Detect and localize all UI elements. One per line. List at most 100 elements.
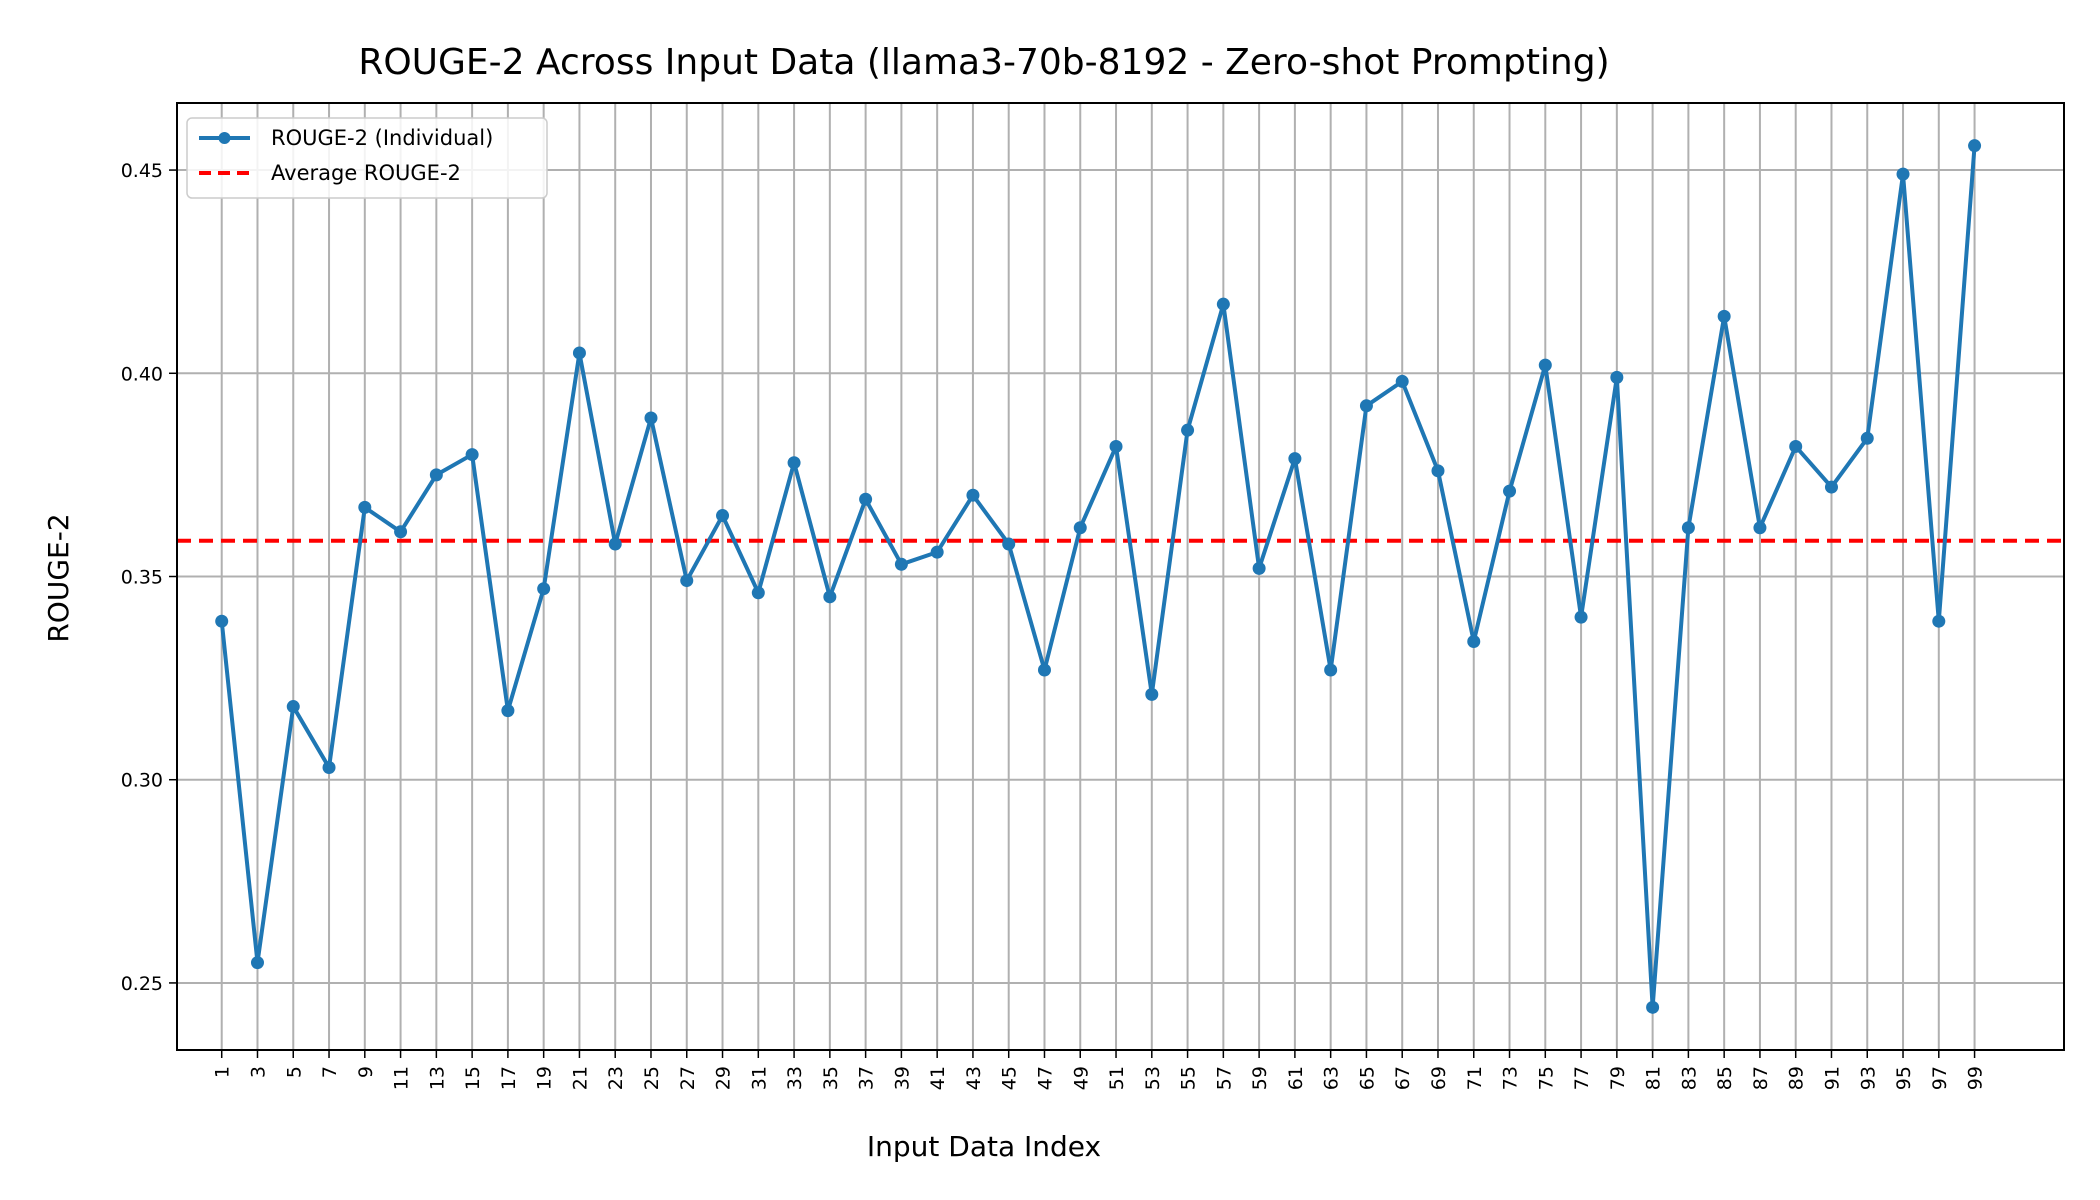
data-point xyxy=(1109,439,1123,453)
x-tick-label: 53 xyxy=(1142,1066,1164,1090)
data-point xyxy=(1574,610,1588,624)
x-tick-label: 3 xyxy=(247,1066,269,1078)
data-point xyxy=(1467,635,1481,649)
data-point xyxy=(1896,167,1910,181)
legend-marker-individual xyxy=(218,132,231,144)
x-tick-label: 49 xyxy=(1070,1066,1092,1090)
x-tick-label: 11 xyxy=(391,1066,413,1090)
data-point xyxy=(716,509,730,523)
data-point xyxy=(1968,139,1982,153)
x-tick-label: 51 xyxy=(1106,1066,1128,1090)
y-tick-label: 0.30 xyxy=(121,770,163,792)
data-point xyxy=(501,704,515,718)
x-tick-label: 27 xyxy=(677,1066,699,1090)
data-point xyxy=(1359,399,1373,413)
chart-title: ROUGE-2 Across Input Data (llama3-70b-81… xyxy=(358,42,1609,83)
data-point xyxy=(358,500,372,514)
axes-layer: 1 3 5 7 9 11 13 15 17 19 21 23 25 27 29 31 33 35 37 39 41 43 4… xyxy=(121,102,2065,1090)
x-tick-label: 13 xyxy=(426,1066,448,1090)
x-tick-label: 85 xyxy=(1714,1066,1736,1090)
data-point xyxy=(1681,521,1695,535)
data-point xyxy=(1145,687,1159,701)
x-tick-label: 61 xyxy=(1285,1066,1307,1090)
x-tick-label: 67 xyxy=(1392,1066,1414,1090)
y-axis-label: ROUGE-2 xyxy=(42,513,75,642)
data-point xyxy=(250,956,264,970)
data-point xyxy=(1395,374,1409,388)
x-tick-label: 19 xyxy=(534,1066,556,1090)
x-tick-label: 83 xyxy=(1678,1066,1700,1090)
data-point xyxy=(1932,614,1946,628)
x-tick-label: 43 xyxy=(963,1066,985,1090)
x-tick-label: 39 xyxy=(891,1066,913,1090)
data-point xyxy=(429,468,443,482)
x-tick-label: 37 xyxy=(856,1066,878,1090)
x-tick-label: 77 xyxy=(1571,1066,1593,1090)
x-tick-label: 9 xyxy=(355,1066,377,1078)
x-tick-label: 81 xyxy=(1643,1066,1665,1090)
x-tick-label: 15 xyxy=(462,1066,484,1090)
x-tick-label: 69 xyxy=(1428,1066,1450,1090)
x-tick-label: 35 xyxy=(820,1066,842,1090)
x-tick-label: 55 xyxy=(1178,1066,1200,1090)
x-tick-label: 99 xyxy=(1965,1066,1987,1090)
data-point xyxy=(1252,561,1266,575)
data-point xyxy=(572,346,586,360)
data-point xyxy=(1181,423,1195,437)
x-tick-label: 79 xyxy=(1607,1066,1629,1090)
data-point xyxy=(930,545,944,559)
plot-frame xyxy=(176,102,2065,1051)
data-point xyxy=(465,448,479,462)
data-point xyxy=(1431,464,1445,478)
data-point xyxy=(394,525,408,539)
data-point xyxy=(1216,297,1230,311)
data-point xyxy=(1646,1000,1660,1014)
data-point xyxy=(1610,370,1624,384)
x-tick-label: 7 xyxy=(319,1066,341,1078)
data-point xyxy=(1753,521,1767,535)
series-line-individual xyxy=(219,145,1977,1010)
x-tick-label: 65 xyxy=(1356,1066,1378,1090)
x-tick-label: 91 xyxy=(1821,1066,1843,1090)
data-point xyxy=(823,590,837,604)
x-tick-label: 87 xyxy=(1750,1066,1772,1090)
y-tick-label: 0.35 xyxy=(121,567,163,589)
y-tick-label: 0.25 xyxy=(121,973,163,995)
data-point xyxy=(215,614,229,628)
data-point xyxy=(1503,484,1517,498)
x-tick-label: 41 xyxy=(927,1066,949,1090)
data-point xyxy=(1717,309,1731,323)
grid-layer xyxy=(177,103,2064,1050)
x-tick-label: 97 xyxy=(1929,1066,1951,1090)
data-point xyxy=(787,456,801,470)
series-layer xyxy=(215,139,1982,1014)
data-point xyxy=(644,411,658,425)
x-tick-label: 73 xyxy=(1500,1066,1522,1090)
x-tick-label: 5 xyxy=(283,1066,305,1078)
x-axis-label: Input Data Index xyxy=(867,1130,1101,1163)
legend-box xyxy=(186,117,548,199)
x-tick-label: 95 xyxy=(1893,1066,1915,1090)
legend: ROUGE-2 (Individual) Average ROUGE-2 xyxy=(186,117,548,199)
x-tick-label: 31 xyxy=(748,1066,770,1090)
x-tick-label: 33 xyxy=(784,1066,806,1090)
data-point xyxy=(1073,521,1087,535)
x-tick-label: 63 xyxy=(1321,1066,1343,1090)
x-tick-label: 75 xyxy=(1535,1066,1557,1090)
x-tick-label: 17 xyxy=(498,1066,520,1090)
x-tick-label: 57 xyxy=(1213,1066,1235,1090)
data-point xyxy=(322,761,336,775)
data-point xyxy=(1002,537,1016,551)
data-point xyxy=(1538,358,1552,372)
data-point xyxy=(1860,431,1874,445)
x-tick-label: 71 xyxy=(1464,1066,1486,1090)
data-point xyxy=(1037,663,1051,677)
x-tick-label: 59 xyxy=(1249,1066,1271,1090)
y-tick-label: 0.40 xyxy=(121,363,163,385)
data-point xyxy=(894,557,908,571)
data-point xyxy=(966,488,980,502)
y-tick-label: 0.45 xyxy=(121,160,163,182)
x-tick-label: 93 xyxy=(1857,1066,1879,1090)
